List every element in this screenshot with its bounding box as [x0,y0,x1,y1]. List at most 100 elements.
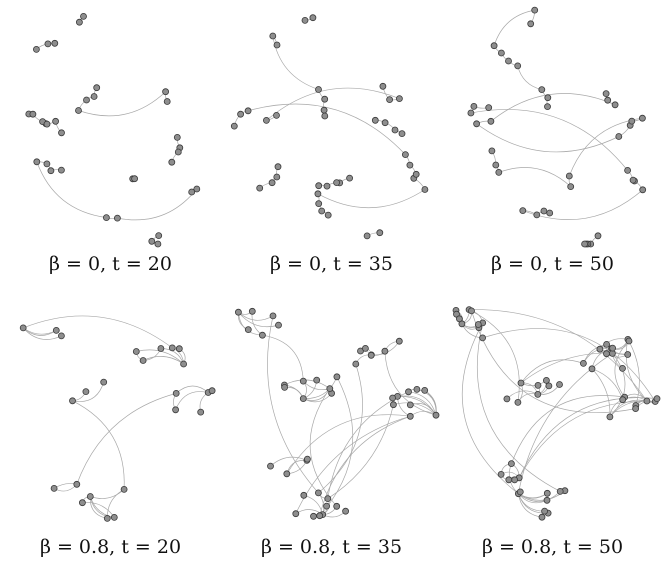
graph-beta0-t50-node-3 [498,49,505,57]
graph-beta08-t50-edge-83 [625,339,648,402]
graph-beta0-t50-node-22 [488,147,496,155]
panel-beta0-t50: β = 0, t = 50 [442,0,663,284]
graph-beta0-t35-node-39 [363,232,371,240]
graph-beta08-t35-edge-49 [327,404,394,499]
graph-beta0-t35-node-36 [237,110,245,118]
graph-beta08-t35-node-25 [292,510,300,518]
graph-beta08-t50-node-45 [534,382,542,389]
graph-beta0-t35-node-22 [274,163,282,171]
graph-beta0-t50-edge-1 [493,9,535,46]
graph-beta08-t50-node-13 [619,365,626,372]
graph-beta08-t35-edge-28 [303,494,324,515]
graph-beta0-t35-node-16 [371,116,379,124]
graph-beta0-t20-node-33 [148,237,156,245]
graph-beta0-t20-node-14 [173,133,181,141]
graph-beta08-t50-node-33 [541,507,548,515]
graph-beta08-t35-edge-40 [284,379,331,389]
graph-beta08-t35-node-12 [421,387,429,394]
graph-beta08-t35-edge-0 [270,456,308,467]
graph-beta08-t50-node-47 [556,381,563,388]
graph-beta08-t35-edge-36 [251,311,263,336]
graph-beta0-t20-nodes [25,12,201,248]
graph-beta0-t20-node-7 [83,96,90,104]
graph-beta08-t50-node-15 [603,341,611,348]
graph-beta08-t20-node-3 [175,345,183,353]
graph-beta08-t20-node-2 [180,360,188,368]
graph-beta08-t35-edge-18 [393,402,437,416]
graph-beta0-t50-node-19 [567,183,575,191]
graph-beta08-t50-node-50 [543,377,550,384]
graph-beta0-t35-node-7 [321,112,329,120]
caption-beta08-t35: β = 0.8, t = 35 [260,536,403,558]
graph-beta0-t20-node-17 [168,158,176,166]
graph-beta08-t50-edge-64 [471,310,520,403]
graph-beta08-t50-node-41 [479,334,486,342]
caption-beta0-t50: β = 0, t = 50 [491,253,614,275]
graph-beta08-t35-node-43 [313,376,321,384]
graph-beta0-t50 [467,6,647,248]
graph-beta08-t20-nodes [19,324,216,522]
graph-beta08-t50-node-14 [625,337,633,345]
graph-beta0-t35-node-14 [391,126,399,134]
graph-beta08-t35-node-21 [316,512,324,520]
graph-beta0-t50-node-1 [531,6,539,14]
graph-beta08-t20-node-14 [110,513,118,521]
graph-beta0-t50-edge-28 [470,109,628,171]
graph-beta08-t50-node-48 [514,399,522,406]
graph-beta0-t35-node-9 [386,96,394,103]
graph-beta0-t20-node-6 [90,93,98,100]
graph-beta0-t50-node-13 [473,120,480,128]
graph-beta0-t50-node-10 [604,96,612,104]
graph-beta0-t35-edge-23 [317,189,426,209]
graph-beta08-t20-edge-4 [142,356,184,365]
graph-beta08-t20-edge-28 [23,315,173,349]
graph-beta08-t50-node-32 [538,513,546,521]
graph-beta08-t50-node-51 [545,382,553,390]
graph-beta0-t50-node-0 [527,20,535,28]
graph-beta0-t35-node-11 [263,117,270,124]
graph-beta0-t35-node-30 [421,186,429,193]
graph-beta08-t20-node-18 [19,324,27,332]
graph-beta0-t50-edge-18 [498,167,571,187]
graph-beta0-t50-node-26 [519,207,527,215]
graph-beta0-t35-node-29 [314,190,322,198]
graph-beta08-t35-node-8 [367,351,375,359]
graph-beta0-t50-node-27 [639,186,647,194]
graph-beta0-t50-node-16 [628,117,636,125]
graph-beta0-t20-node-25 [114,214,121,222]
graph-beta08-t35-node-42 [299,377,307,385]
graph-beta08-t35-node-3 [304,455,311,463]
graph-beta0-t35-node-5 [321,95,329,103]
graph-beta08-t35-node-2 [283,470,291,478]
graph-beta0-t35-node-24 [268,179,276,187]
graph-beta08-t35-nodes [234,307,440,520]
graph-beta08-t50-edge-72 [591,368,624,400]
graph-beta0-t20-node-23 [33,158,41,166]
graph-beta0-t50-node-6 [538,86,546,93]
graph-beta08-t20 [19,315,216,522]
graph-beta08-t50 [452,306,661,521]
graph-beta08-t50-node-38 [468,307,475,315]
graph-beta0-t35-node-1 [309,14,317,22]
panel-beta0-t20: β = 0, t = 20 [0,0,221,284]
graph-beta08-t50-node-16 [588,365,596,373]
graph-beta0-t20-node-22 [43,160,51,168]
graph-beta0-t50-node-9 [602,90,610,97]
graph-beta08-t20-node-23 [100,378,108,386]
graph-beta08-t50-node-26 [543,489,551,497]
graph-beta0-t50-node-29 [629,176,637,184]
graph-beta0-t20-node-10 [163,98,171,105]
graph-beta08-t35-node-27 [300,491,308,499]
graph-beta0-t50-edge-12 [476,123,619,153]
graph-beta08-t50-edge-62 [520,352,628,384]
graph-beta08-t50-node-12 [579,360,587,367]
graph-beta0-t35-node-34 [401,151,409,159]
graph-beta08-t35-edge-54 [267,315,319,494]
graph-beta0-t20-node-21 [47,167,55,175]
graph-beta0-t50-edge-10 [490,93,616,122]
graph-beta0-t35 [230,14,429,240]
graph-beta08-t35-node-30 [234,308,242,316]
graph-beta0-t35-node-37 [230,122,238,130]
graph-beta0-t35-node-17 [346,174,354,182]
graph-beta08-t35-node-18 [405,388,412,396]
